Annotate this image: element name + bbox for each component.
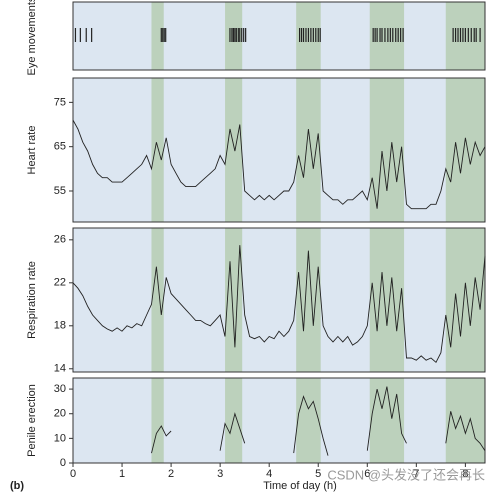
- y-tick-label: 22: [54, 277, 66, 289]
- plot-frame: [72, 227, 486, 373]
- x-tick-label: 5: [315, 468, 321, 480]
- y-tick-label: 10: [54, 432, 66, 444]
- x-tick-label: 7: [413, 468, 419, 480]
- plot-frame: [72, 77, 486, 223]
- watermark: CSDN @头发没了还会再长: [327, 467, 485, 482]
- y-axis-label: Respiration rate: [26, 261, 38, 339]
- rem-band: [296, 378, 321, 463]
- rem-band: [151, 378, 164, 463]
- rem-band: [445, 378, 485, 463]
- y-tick-label: 0: [60, 457, 66, 469]
- rem-band: [296, 228, 321, 372]
- y-tick-label: 26: [54, 234, 66, 246]
- y-tick-label: 18: [54, 320, 66, 332]
- rem-band: [151, 78, 164, 222]
- plot-background: [73, 2, 485, 70]
- rem-band: [369, 78, 405, 222]
- data-line: [72, 119, 486, 210]
- x-tick-label: 8: [462, 468, 468, 480]
- y-tick-label: 65: [54, 141, 66, 153]
- plot-background: [73, 78, 485, 222]
- rem-band: [151, 228, 164, 372]
- x-axis-label: Time of day (h): [263, 480, 337, 492]
- plot-background: [73, 228, 485, 372]
- plot-frame: [72, 1, 486, 71]
- y-tick-label: 30: [54, 383, 66, 395]
- rem-band: [225, 78, 243, 222]
- x-tick-label: 3: [217, 468, 223, 480]
- rem-band: [296, 78, 321, 222]
- x-tick-label: 4: [266, 468, 272, 480]
- rem-band: [369, 228, 405, 372]
- rem-band: [225, 228, 243, 372]
- panel-label: (b): [10, 480, 24, 492]
- y-tick-label: 75: [54, 96, 66, 108]
- plot-frame: [72, 377, 486, 464]
- rem-band: [445, 78, 485, 222]
- x-tick-label: 6: [364, 468, 370, 480]
- rem-band: [445, 228, 485, 372]
- plot-background: [73, 378, 485, 463]
- y-axis-label: Eye movements: [26, 0, 38, 75]
- rem-band: [151, 2, 164, 70]
- rem-band: [369, 378, 405, 463]
- y-axis-label: Heart rate: [26, 126, 38, 175]
- y-tick-label: 14: [54, 363, 66, 375]
- y-tick-label: 55: [54, 185, 66, 197]
- x-tick-label: 1: [119, 468, 125, 480]
- x-tick-label: 2: [168, 468, 174, 480]
- data-line: [72, 245, 486, 364]
- y-axis-label: Penile erection: [26, 384, 38, 457]
- data-line: [151, 386, 486, 456]
- y-tick-label: 20: [54, 408, 66, 420]
- x-tick-label: 0: [70, 468, 76, 480]
